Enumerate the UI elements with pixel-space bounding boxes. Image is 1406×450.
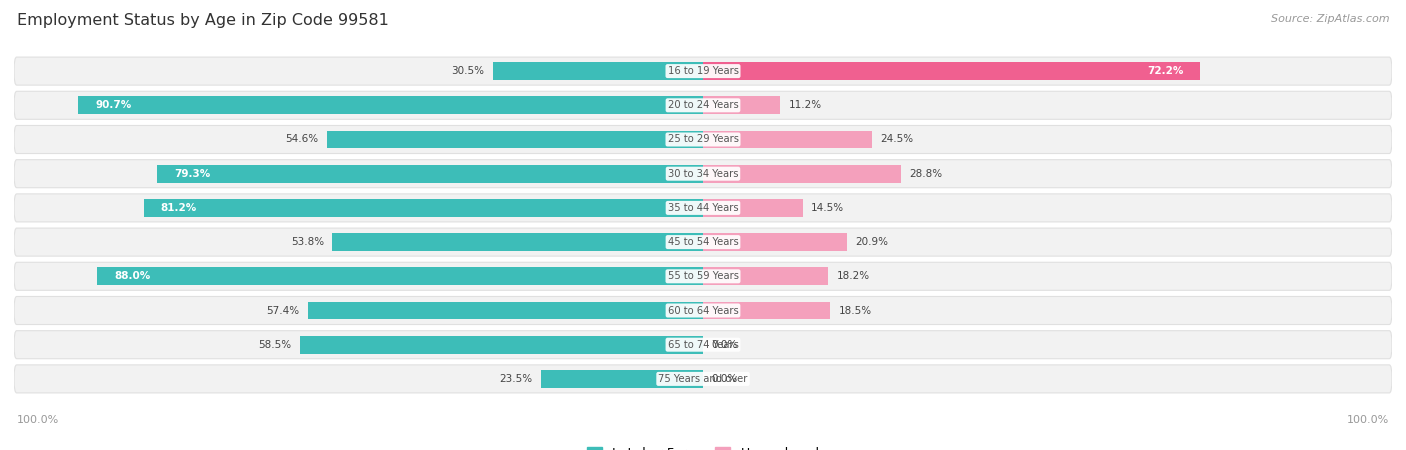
Text: 18.5%: 18.5% [839, 306, 872, 315]
Text: 0.0%: 0.0% [711, 374, 738, 384]
Bar [703, 130, 872, 148]
Text: 23.5%: 23.5% [499, 374, 533, 384]
FancyBboxPatch shape [14, 365, 1392, 393]
Text: 53.8%: 53.8% [291, 237, 323, 247]
Text: 24.5%: 24.5% [880, 135, 912, 144]
Text: 79.3%: 79.3% [174, 169, 209, 179]
Text: 25 to 29 Years: 25 to 29 Years [668, 135, 738, 144]
Bar [79, 96, 703, 114]
Text: 88.0%: 88.0% [114, 271, 150, 281]
Bar [703, 302, 831, 319]
Bar [541, 370, 703, 388]
Bar [308, 302, 703, 319]
Bar [332, 233, 703, 251]
Bar [326, 130, 703, 148]
Text: 0.0%: 0.0% [711, 340, 738, 350]
Text: 75 Years and over: 75 Years and over [658, 374, 748, 384]
Text: Employment Status by Age in Zip Code 99581: Employment Status by Age in Zip Code 995… [17, 14, 388, 28]
Bar [299, 336, 703, 354]
Text: 72.2%: 72.2% [1147, 66, 1184, 76]
Text: Source: ZipAtlas.com: Source: ZipAtlas.com [1271, 14, 1389, 23]
Text: 20 to 24 Years: 20 to 24 Years [668, 100, 738, 110]
Text: 30.5%: 30.5% [451, 66, 485, 76]
Bar [494, 62, 703, 80]
Text: 55 to 59 Years: 55 to 59 Years [668, 271, 738, 281]
FancyBboxPatch shape [14, 297, 1392, 324]
Text: 57.4%: 57.4% [266, 306, 299, 315]
Text: 100.0%: 100.0% [17, 415, 59, 425]
Bar [156, 165, 703, 183]
Text: 14.5%: 14.5% [811, 203, 844, 213]
FancyBboxPatch shape [14, 126, 1392, 153]
Bar [143, 199, 703, 217]
Bar [97, 267, 703, 285]
Text: 11.2%: 11.2% [789, 100, 821, 110]
Text: 28.8%: 28.8% [910, 169, 943, 179]
FancyBboxPatch shape [14, 228, 1392, 256]
Text: 90.7%: 90.7% [96, 100, 132, 110]
FancyBboxPatch shape [14, 160, 1392, 188]
FancyBboxPatch shape [14, 57, 1392, 85]
Bar [703, 267, 828, 285]
Text: 81.2%: 81.2% [160, 203, 197, 213]
Text: 60 to 64 Years: 60 to 64 Years [668, 306, 738, 315]
Text: 100.0%: 100.0% [1347, 415, 1389, 425]
FancyBboxPatch shape [14, 262, 1392, 290]
FancyBboxPatch shape [14, 194, 1392, 222]
Text: 58.5%: 58.5% [259, 340, 291, 350]
Text: 45 to 54 Years: 45 to 54 Years [668, 237, 738, 247]
Legend: In Labor Force, Unemployed: In Labor Force, Unemployed [582, 442, 824, 450]
Bar [703, 62, 1201, 80]
Bar [703, 199, 803, 217]
Bar [703, 96, 780, 114]
Text: 18.2%: 18.2% [837, 271, 870, 281]
Text: 20.9%: 20.9% [855, 237, 889, 247]
Text: 54.6%: 54.6% [285, 135, 319, 144]
Bar [703, 233, 846, 251]
Bar [703, 165, 901, 183]
Text: 65 to 74 Years: 65 to 74 Years [668, 340, 738, 350]
FancyBboxPatch shape [14, 331, 1392, 359]
FancyBboxPatch shape [14, 91, 1392, 119]
Text: 30 to 34 Years: 30 to 34 Years [668, 169, 738, 179]
Text: 16 to 19 Years: 16 to 19 Years [668, 66, 738, 76]
Text: 35 to 44 Years: 35 to 44 Years [668, 203, 738, 213]
